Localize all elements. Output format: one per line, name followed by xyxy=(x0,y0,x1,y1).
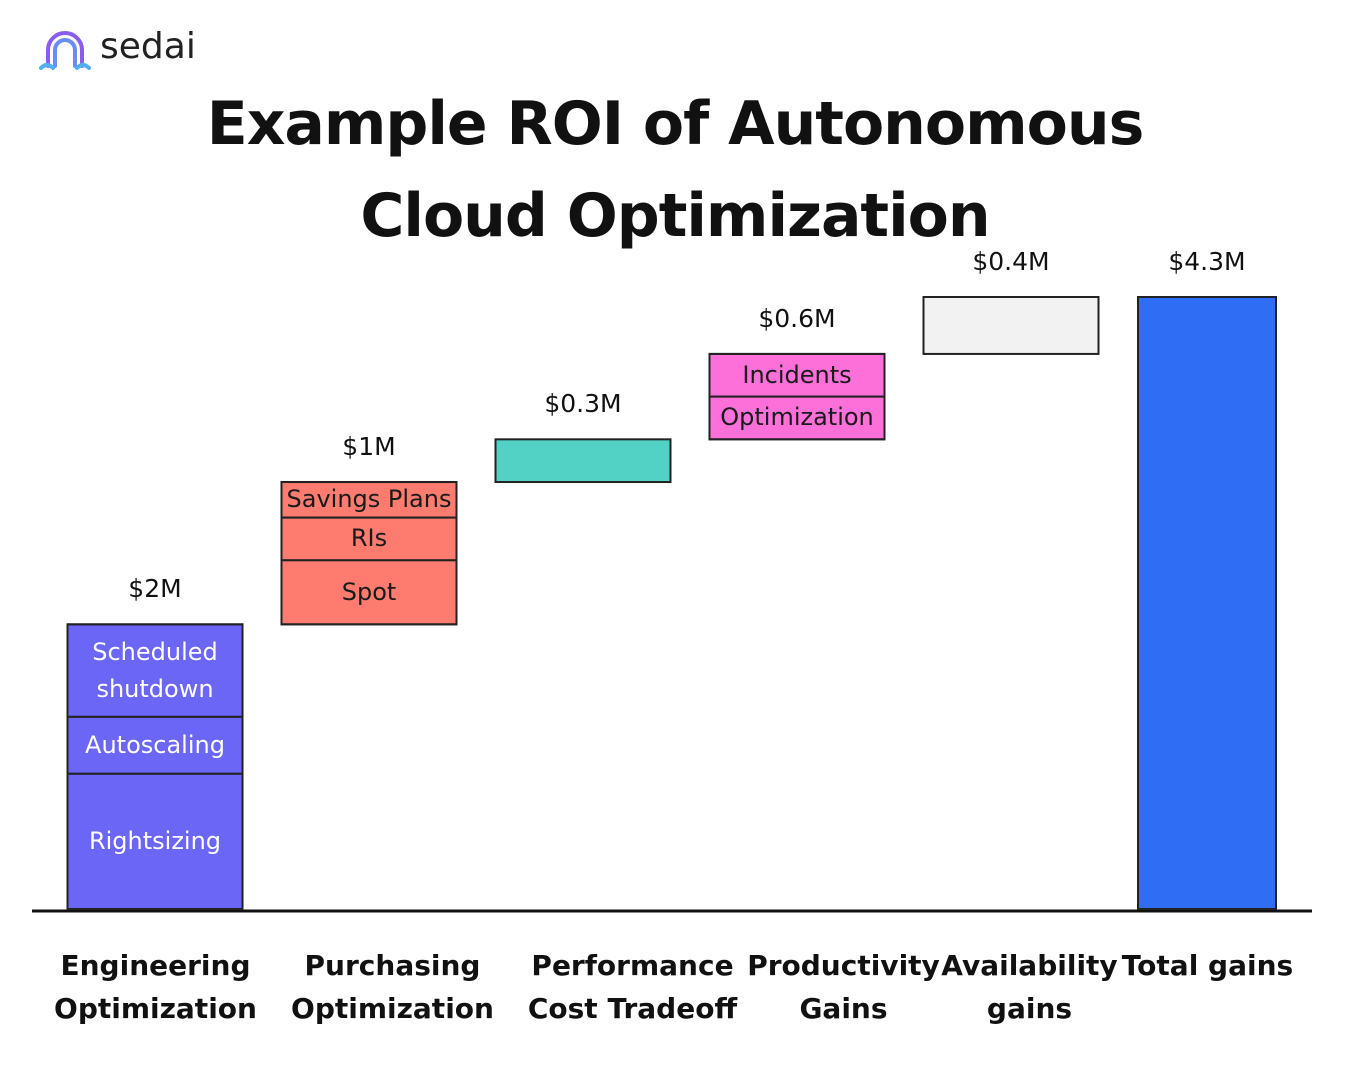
bar-segment xyxy=(280,559,458,626)
x-tick-label: Total gains xyxy=(1121,949,1294,982)
bar-segment xyxy=(66,772,244,911)
segment-label: RIs xyxy=(350,524,388,553)
x-tick-label: Engineering Optimization xyxy=(54,949,257,1025)
segment-label: Savings Plans xyxy=(286,485,452,514)
bar-segment xyxy=(280,516,458,562)
bar-outline xyxy=(66,623,244,910)
bar-outline xyxy=(280,481,458,626)
x-tick-label: Availability gains xyxy=(941,949,1118,1025)
value-label: $1M xyxy=(342,432,396,462)
segment-label: Scheduled shutdown xyxy=(92,637,218,703)
x-tick-label: Performance Cost Tradeoff xyxy=(527,949,738,1025)
logo-icon xyxy=(39,31,91,70)
chart-title: Example ROI of Autonomous Cloud Optimiza… xyxy=(206,89,1145,251)
bar xyxy=(1137,296,1277,910)
bar-outline xyxy=(708,352,886,441)
value-label: $0.3M xyxy=(544,389,622,419)
bar xyxy=(922,296,1100,355)
value-label: $0.6M xyxy=(758,303,836,333)
segment-label: Rightsizing xyxy=(88,826,222,855)
segment-label: Autoscaling xyxy=(85,730,225,759)
segment-label: Spot xyxy=(341,577,397,606)
value-label: $4.3M xyxy=(1168,247,1246,276)
bar xyxy=(494,438,672,484)
x-tick-label: Purchasing Optimization xyxy=(291,949,494,1025)
value-label: $2M xyxy=(128,574,182,604)
logo-text: sedai xyxy=(100,26,196,67)
value-label: $0.4M xyxy=(972,247,1050,276)
segment-label: Incidents xyxy=(742,360,852,389)
bar-segment xyxy=(66,623,244,718)
segment-label: Optimization xyxy=(720,403,874,432)
x-tick-label: Productivity Gains xyxy=(747,949,940,1025)
